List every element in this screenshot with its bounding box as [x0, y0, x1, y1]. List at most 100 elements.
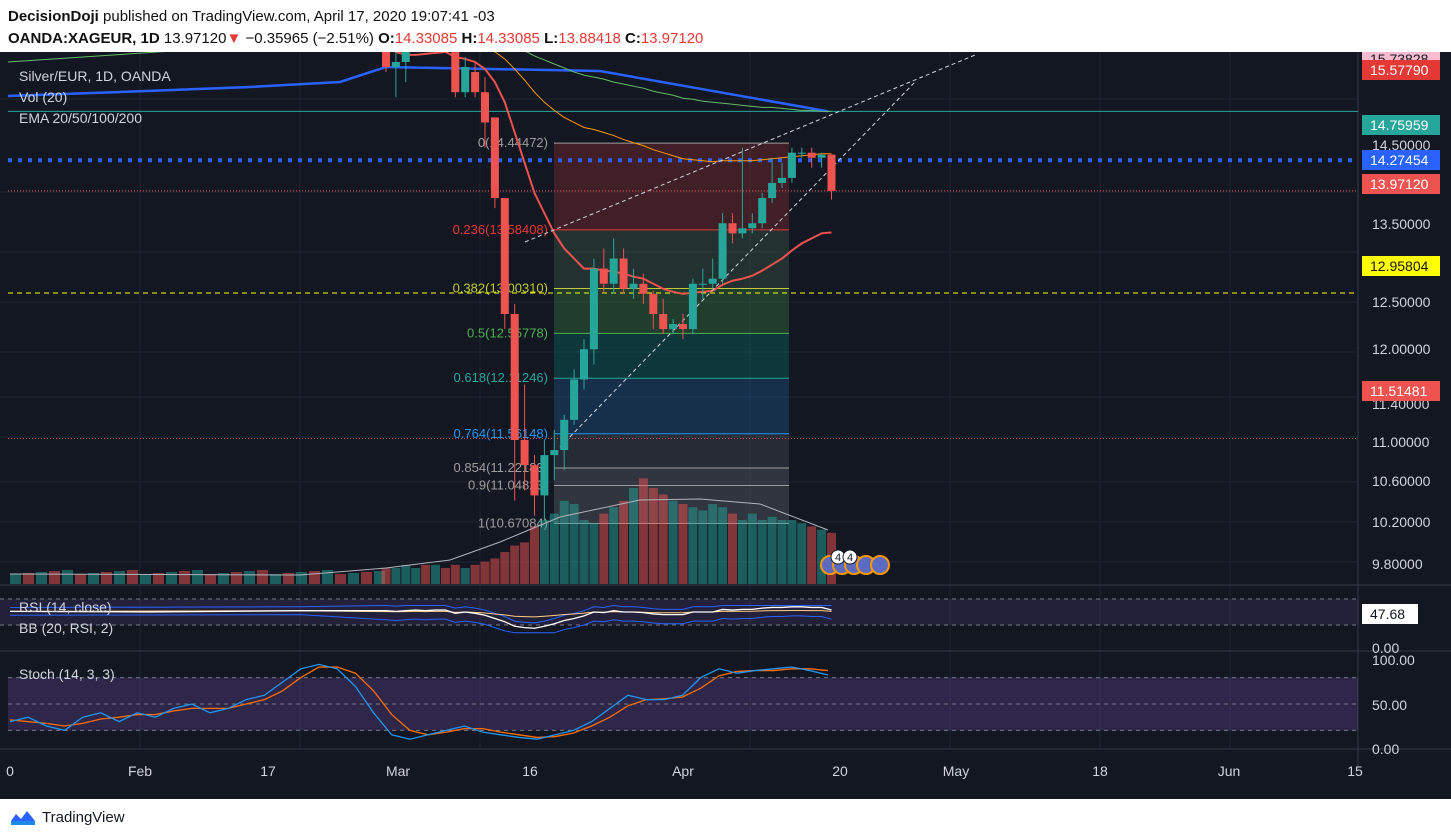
ema-lines — [7, 34, 832, 295]
volume-bar — [10, 574, 21, 584]
volume-ma-line — [9, 498, 829, 576]
candle-body — [629, 283, 638, 289]
volume-bar — [500, 552, 510, 584]
price-axis[interactable]: 14.5000013.5000012.5000012.0000011.40000… — [1362, 49, 1440, 757]
price-label-text: 14.27454 — [1370, 152, 1429, 168]
rsi-label-text: 47.68 — [1370, 606, 1405, 622]
volume-bar — [335, 574, 346, 584]
volume-bar — [431, 564, 440, 584]
candle-body — [797, 152, 806, 154]
volume-bar — [270, 574, 281, 584]
volume-bar — [787, 520, 797, 584]
rsi-tick-label: 0.00 — [1372, 640, 1399, 656]
fib-zone — [554, 229, 789, 289]
volume-bar — [75, 574, 86, 584]
volume-bar — [480, 561, 490, 584]
volume-bar — [589, 523, 599, 584]
fib-zone — [554, 378, 789, 434]
volume-bars — [9, 478, 836, 584]
candle-body — [481, 92, 489, 123]
fib-level-label: 0.9(11.04823) — [468, 478, 548, 493]
volume-bar — [49, 571, 60, 584]
ema-200-line — [7, 65, 829, 113]
upper-trendline[interactable] — [524, 54, 976, 243]
chart-container[interactable]: 0(14.44472) 0.236(13.58408) 0.382(13.00310… — [0, 1, 1451, 799]
time-tick-label: 18 — [1092, 763, 1108, 779]
stoch-tick-label: 50.00 — [1372, 697, 1407, 713]
volume-bar — [559, 500, 569, 584]
volume-bar — [579, 520, 589, 584]
volume-bar — [747, 513, 757, 584]
candle-body — [461, 67, 470, 93]
volume-bar — [668, 500, 678, 584]
rsi-line — [9, 606, 832, 629]
footer-brand: TradingView — [42, 808, 125, 826]
time-axis[interactable]: 0 Feb 17 Mar 16 Apr 20 May 18 Jun 15 — [6, 763, 1363, 779]
price-label-box — [1362, 115, 1440, 135]
price-label-text: 12.95804 — [1370, 258, 1429, 274]
volume-bar — [718, 507, 728, 584]
volume-bar — [153, 573, 164, 584]
candle-body — [530, 465, 539, 496]
candle-body — [669, 324, 678, 330]
candle-body — [570, 379, 579, 420]
candle-body — [649, 293, 658, 314]
volume-bar — [549, 513, 559, 584]
candle-body — [698, 283, 707, 285]
time-tick-label: Feb — [128, 763, 152, 779]
lower-trendline[interactable] — [559, 81, 916, 448]
volume-bar — [470, 564, 480, 584]
volume-bar — [23, 573, 34, 584]
candle-body — [718, 223, 727, 279]
time-tick-label: 20 — [832, 763, 848, 779]
candle-body — [807, 152, 816, 158]
publisher-name[interactable]: DecisionDoji — [8, 8, 99, 25]
volume-bar — [638, 478, 648, 584]
rsi-band — [0, 599, 1358, 625]
price-label-text: 11.51481 — [1370, 383, 1428, 399]
volume-bar — [678, 504, 688, 584]
candle-body — [490, 117, 499, 199]
volume-bar — [309, 571, 320, 584]
stoch-pane — [8, 663, 1358, 740]
rsi-label-box — [1362, 604, 1418, 624]
price-label-text: 14.75959 — [1370, 117, 1429, 133]
volume-bar — [599, 513, 609, 584]
candle-body — [401, 41, 410, 62]
fib-level-label: 0.5(12.55778) — [467, 325, 548, 340]
candle-body — [599, 268, 608, 284]
volume-bar — [510, 545, 520, 584]
volume-bar — [688, 507, 698, 584]
event-count-label: 4 — [835, 552, 841, 564]
volume-bar — [797, 523, 807, 584]
last-price: 13.97120 — [163, 30, 227, 47]
volume-bar — [205, 574, 216, 584]
volume-bar — [777, 520, 787, 584]
legend-vol: Vol (20) — [19, 89, 67, 105]
volume-bar — [166, 572, 177, 584]
bb-lower-line — [9, 614, 832, 634]
candle-body — [619, 258, 628, 289]
down-arrow-icon: ▼ — [226, 30, 242, 47]
volume-bar — [421, 564, 431, 584]
volume-bar — [530, 526, 539, 584]
volume-bar — [401, 564, 411, 584]
candle-body — [778, 177, 786, 183]
legend-ema: EMA 20/50/100/200 — [19, 110, 142, 126]
volume-bar — [520, 542, 530, 584]
trend-lines[interactable] — [524, 54, 976, 448]
volume-bar — [728, 513, 737, 584]
candle-body — [639, 283, 648, 294]
candle-body — [768, 182, 777, 199]
fib-retracement[interactable]: 0(14.44472) 0.236(13.58408) 0.382(13.00310… — [453, 135, 789, 531]
volume-bar — [609, 507, 619, 584]
volume-bar — [629, 488, 638, 584]
price-label-box — [1362, 381, 1440, 401]
high-value: 14.33085 — [477, 30, 540, 47]
candle-body — [560, 419, 569, 451]
tradingview-logo-icon — [11, 811, 35, 825]
chart-svg[interactable]: 0(14.44472) 0.236(13.58408) 0.382(13.00310… — [0, 1, 1451, 799]
volume-bar — [440, 568, 450, 584]
fib-level-label: 0.618(12.11246) — [454, 370, 548, 385]
